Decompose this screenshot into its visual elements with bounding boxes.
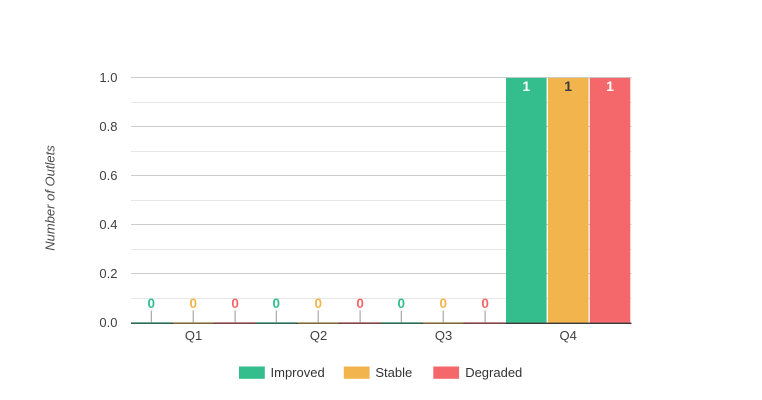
svg-text:0.4: 0.4 xyxy=(99,217,117,232)
svg-text:Q1: Q1 xyxy=(185,328,202,343)
svg-text:Number of Outlets: Number of Outlets xyxy=(43,145,58,251)
svg-text:1: 1 xyxy=(522,78,530,94)
svg-text:0: 0 xyxy=(481,296,489,311)
svg-text:0: 0 xyxy=(189,296,197,311)
svg-text:Q4: Q4 xyxy=(560,328,577,343)
svg-text:0: 0 xyxy=(356,296,364,311)
svg-text:0: 0 xyxy=(439,296,447,311)
svg-text:1: 1 xyxy=(606,78,614,94)
svg-text:Stable: Stable xyxy=(375,365,412,380)
svg-text:0.2: 0.2 xyxy=(99,266,117,281)
svg-text:Degraded: Degraded xyxy=(465,365,522,380)
svg-text:Improved: Improved xyxy=(271,365,325,380)
svg-text:Q2: Q2 xyxy=(310,328,327,343)
svg-text:0.6: 0.6 xyxy=(99,168,117,183)
svg-text:0.0: 0.0 xyxy=(99,315,117,330)
svg-text:Q3: Q3 xyxy=(435,328,452,343)
svg-text:0.8: 0.8 xyxy=(99,119,117,134)
svg-text:0: 0 xyxy=(314,296,322,311)
svg-text:1: 1 xyxy=(564,78,572,94)
svg-text:0: 0 xyxy=(148,296,156,311)
svg-text:0: 0 xyxy=(273,296,281,311)
svg-text:0: 0 xyxy=(231,296,239,311)
svg-text:0: 0 xyxy=(398,296,406,311)
svg-text:1.0: 1.0 xyxy=(99,70,117,85)
